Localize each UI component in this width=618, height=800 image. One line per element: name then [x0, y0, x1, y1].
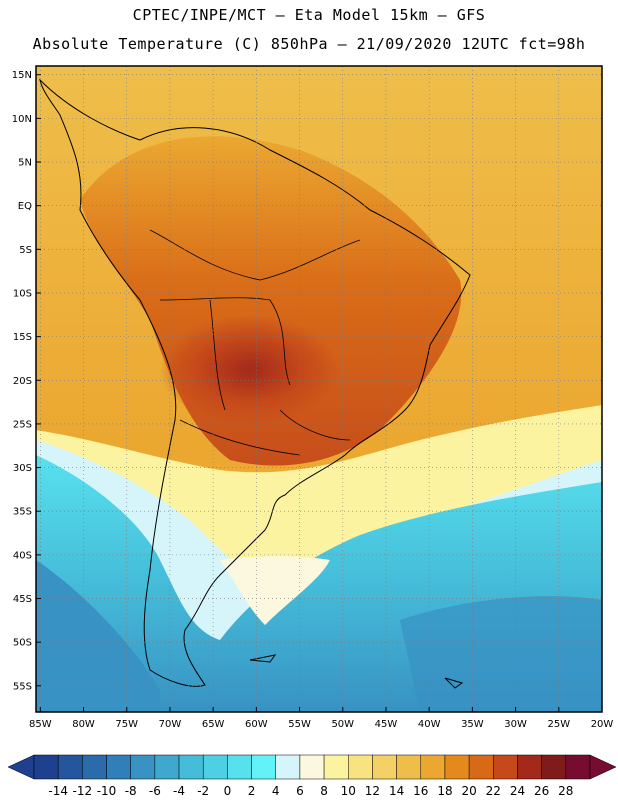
- lat-tick-label: 20S: [13, 376, 32, 387]
- lat-tick-label: 5S: [19, 245, 32, 256]
- colorbar-swatch: [154, 754, 180, 780]
- colorbar-level-label: -14: [48, 784, 68, 798]
- colorbar-level-label: 2: [248, 784, 256, 798]
- colorbar-swatch: [348, 754, 373, 780]
- colorbar-level-label: 14: [389, 784, 404, 798]
- lat-tick-label: 5N: [18, 158, 32, 169]
- colorbar-under-arrow: [7, 754, 35, 780]
- latitude-labels: 15N 10N 5N EQ 5S 10S 15S 20S 25S 30S 35S 40S 45S 50S 5…: [12, 70, 41, 692]
- lat-tick-label: 15S: [13, 332, 32, 343]
- colorbar-level-label: 26: [534, 784, 549, 798]
- colorbar-level-label: -6: [149, 784, 161, 798]
- colorbar-swatch: [517, 754, 542, 780]
- lon-tick-label: 60W: [245, 719, 268, 730]
- colorbar-swatch: [106, 754, 131, 780]
- lat-tick-label: EQ: [18, 201, 32, 212]
- colorbar-level-label: 4: [272, 784, 280, 798]
- lon-tick-label: 85W: [29, 719, 52, 730]
- lon-tick-label: 80W: [72, 719, 95, 730]
- colorbar-swatch: [420, 754, 446, 780]
- colorbar-level-label: -4: [173, 784, 185, 798]
- colorbar-level-label: 0: [224, 784, 232, 798]
- colorbar-swatch: [323, 754, 349, 780]
- lat-tick-label: 35S: [13, 507, 32, 518]
- colorbar-labels: -14 -12 -10 -8 -6 -4 -2 0 2 4 6 8 10 12 14 16 18 20 22 24 26…: [48, 784, 573, 798]
- lon-tick-label: 25W: [547, 719, 570, 730]
- colorbar-swatch: [468, 754, 494, 780]
- colorbar-swatch: [372, 754, 397, 780]
- lon-tick-label: 40W: [418, 719, 441, 730]
- colorbar-swatch: [178, 754, 204, 780]
- colorbar-swatch: [227, 754, 252, 780]
- colorbar: [7, 754, 617, 780]
- colorbar-level-label: 8: [320, 784, 328, 798]
- lon-tick-label: 70W: [159, 719, 182, 730]
- colorbar-level-label: 12: [365, 784, 380, 798]
- lon-tick-label: 65W: [202, 719, 225, 730]
- lon-tick-label: 50W: [331, 719, 354, 730]
- lat-tick-label: 55S: [13, 681, 32, 692]
- colorbar-level-label: 20: [461, 784, 476, 798]
- country-borders: [149, 229, 361, 456]
- colorbar-swatch: [130, 754, 156, 780]
- colorbar-level-label: 28: [558, 784, 573, 798]
- colorbar-swatch: [33, 754, 59, 780]
- colorbar-swatch: [275, 754, 301, 780]
- colorbar-level-label: -12: [73, 784, 93, 798]
- coastlines: [39, 78, 471, 689]
- colorbar-swatch: [565, 754, 591, 780]
- colorbar-swatch: [396, 754, 422, 780]
- lon-tick-label: 75W: [115, 719, 138, 730]
- colorbar-level-label: 6: [296, 784, 304, 798]
- colorbar-level-label: -2: [197, 784, 209, 798]
- colorbar-level-label: -10: [97, 784, 117, 798]
- chart-title-line2: Absolute Temperature (C) 850hPa – 21/09/…: [32, 35, 586, 53]
- lat-tick-label: 30S: [13, 463, 32, 474]
- colorbar-swatch: [493, 754, 518, 780]
- colorbar-swatch: [251, 754, 276, 780]
- lat-tick-label: 50S: [13, 638, 32, 649]
- lon-tick-label: 35W: [461, 719, 484, 730]
- lat-tick-label: 10S: [13, 288, 32, 299]
- colorbar-swatch: [82, 754, 107, 780]
- colorbar-level-label: 22: [486, 784, 501, 798]
- colorbar-swatch: [202, 754, 228, 780]
- colorbar-swatch: [444, 754, 470, 780]
- lat-tick-label: 10N: [12, 114, 32, 125]
- map-frame: [35, 65, 603, 713]
- lat-tick-label: 45S: [13, 594, 32, 605]
- lat-tick-label: 40S: [13, 550, 32, 561]
- colorbar-level-label: 10: [341, 784, 356, 798]
- colorbar-level-label: 24: [510, 784, 525, 798]
- colorbar-level-label: 16: [413, 784, 428, 798]
- temperature-field: [36, 66, 602, 712]
- colorbar-swatch: [57, 754, 83, 780]
- longitude-labels: 85W 80W 75W 70W 65W 60W 55W 50W 45W 40W 35W 30W 25W 2…: [29, 707, 613, 730]
- lon-tick-label: 30W: [504, 719, 527, 730]
- lon-tick-label: 20W: [591, 719, 614, 730]
- colorbar-swatch: [299, 754, 325, 780]
- colorbar-over-arrow: [589, 754, 617, 780]
- lat-tick-label: 15N: [12, 70, 32, 81]
- colorbar-swatch: [541, 754, 567, 780]
- lon-tick-label: 55W: [288, 719, 311, 730]
- colorbar-level-label: 18: [437, 784, 452, 798]
- chart-title-line1: CPTEC/INPE/MCT – Eta Model 15km – GFS: [132, 6, 486, 24]
- lon-tick-label: 45W: [375, 719, 398, 730]
- colorbar-level-label: -8: [125, 784, 137, 798]
- lat-tick-label: 25S: [13, 419, 32, 430]
